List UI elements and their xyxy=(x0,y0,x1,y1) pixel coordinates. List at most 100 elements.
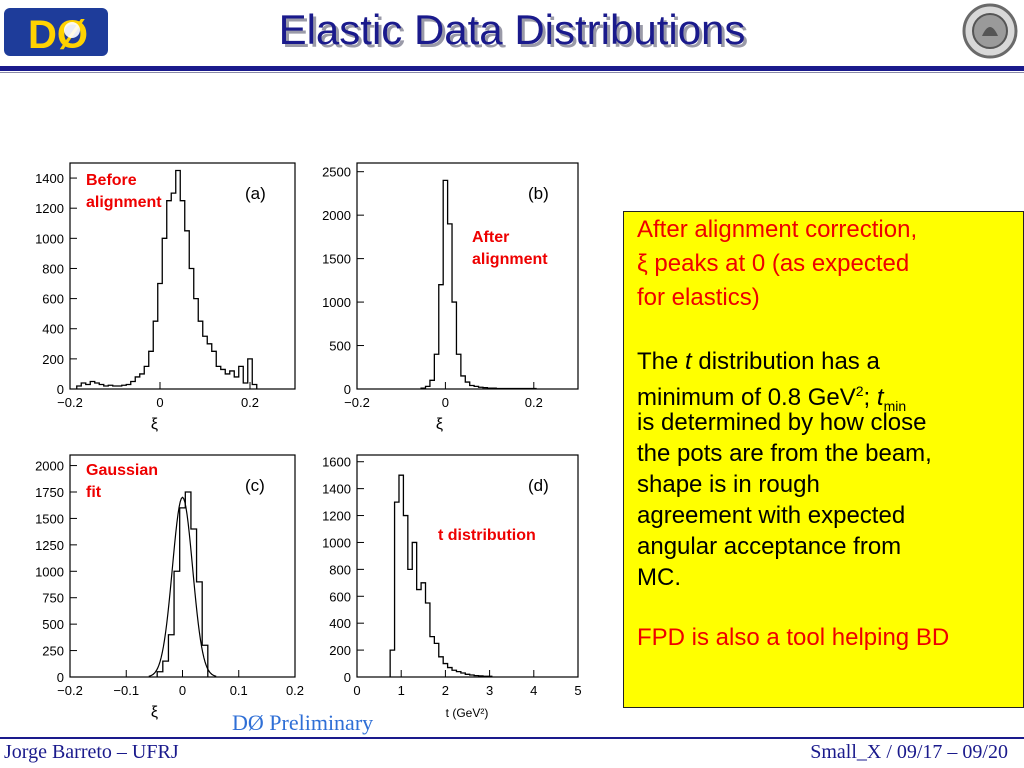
annotation-t-distribution: t distribution xyxy=(438,527,536,544)
y-tick-label: 800 xyxy=(329,562,351,577)
y-tick-label: 1750 xyxy=(35,485,64,500)
summary-line-12: FPD is also a tool helping BD xyxy=(637,624,950,651)
x-tick-label: −0.2 xyxy=(57,395,83,410)
summary-line-4-t: t xyxy=(685,348,692,375)
summary-line-5a: minimum of 0.8 GeV xyxy=(637,384,856,411)
d0-logo: DØ xyxy=(4,8,108,57)
summary-line-10: angular acceptance from xyxy=(637,533,902,560)
x-tick-label: −0.1 xyxy=(113,683,139,698)
y-tick-label: 1400 xyxy=(35,171,64,186)
summary-line-2-text: peaks at 0 (as expected xyxy=(647,250,910,277)
y-tick-label: 500 xyxy=(42,617,64,632)
y-tick-label: 600 xyxy=(42,292,64,307)
summary-box: After alignment correction, ξ peaks at 0… xyxy=(623,211,1024,708)
summary-line-3: for elastics) xyxy=(637,284,760,311)
summary-line-2: ξ peaks at 0 (as expected xyxy=(637,248,909,279)
summary-line-5: minimum of 0.8 GeV2; tmin xyxy=(637,376,906,422)
logo-background xyxy=(4,8,108,56)
preliminary-label: DØ Preliminary xyxy=(232,710,374,735)
x-tick-label: 0.2 xyxy=(525,395,543,410)
x-tick-label: 0.2 xyxy=(241,395,259,410)
xi-symbol: ξ xyxy=(637,250,648,277)
summary-line-1: After alignment correction, xyxy=(637,216,918,243)
x-tick-label: 0 xyxy=(156,395,163,410)
summary-line-5-sup: 2 xyxy=(855,383,864,399)
y-tick-label: 750 xyxy=(42,591,64,606)
y-tick-label: 0 xyxy=(344,382,351,397)
panel-label: (d) xyxy=(528,476,549,495)
x-tick-label: 2 xyxy=(442,683,449,698)
x-tick-label: 4 xyxy=(530,683,537,698)
panel-c: 0 250 500 750 1000 1250 1500 1750 2000 −0.2 −0.1 0 0… xyxy=(35,454,304,721)
logo-star-icon xyxy=(64,22,80,38)
y-tick-label: 250 xyxy=(42,644,64,659)
summary-line-4: The t distribution has a xyxy=(637,346,880,377)
seal-emblem xyxy=(982,27,998,36)
y-tick-label: 800 xyxy=(42,261,64,276)
y-tick-label: 2000 xyxy=(35,459,64,474)
y-tick-label: 1600 xyxy=(322,455,351,470)
summary-line-7: the pots are from the beam, xyxy=(637,440,932,467)
x-axis-label: ξ xyxy=(436,416,443,433)
x-tick-label: 0 xyxy=(442,395,449,410)
y-tick-label: 0 xyxy=(344,670,351,685)
x-tick-label: 0.2 xyxy=(286,683,304,698)
y-tick-label: 600 xyxy=(329,589,351,604)
y-tick-label: 200 xyxy=(42,352,64,367)
y-tick-label: 0 xyxy=(57,670,64,685)
x-tick-label: 0 xyxy=(179,683,186,698)
panel-label: (b) xyxy=(528,184,549,203)
seal-icon xyxy=(962,3,1018,59)
y-tick-label: 1500 xyxy=(322,252,351,267)
plot-frame xyxy=(69,162,296,390)
x-tick-label: −0.2 xyxy=(344,395,370,410)
histogram-series xyxy=(420,179,537,390)
page-title: Elastic Data Distributions xyxy=(278,6,746,53)
annotation-gaussian-fit: Gaussian fit xyxy=(86,462,159,501)
histogram-series xyxy=(389,474,493,677)
y-tick-label: 1000 xyxy=(35,564,64,579)
y-tick-label: 2500 xyxy=(322,165,351,180)
panel-d: 0 200 400 600 800 1000 1200 1400 1600 0 1 2 3 4 5 (d) t … xyxy=(322,454,582,720)
x-axis-label: t (GeV²) xyxy=(446,706,489,720)
y-tick-label: 200 xyxy=(329,643,351,658)
panel-label: (a) xyxy=(245,184,266,203)
histogram-series xyxy=(156,491,209,677)
x-axis-label: ξ xyxy=(151,704,158,721)
x-tick-label: 5 xyxy=(574,683,581,698)
summary-line-8: shape is in rough xyxy=(637,471,820,498)
annotation-before-alignment: Before alignment xyxy=(86,172,162,211)
y-tick-label: 400 xyxy=(42,322,64,337)
summary-line-4a: The xyxy=(637,348,686,375)
y-tick-label: 1250 xyxy=(35,538,64,553)
panel-label: (c) xyxy=(245,476,265,495)
y-tick-label: 1000 xyxy=(35,231,64,246)
y-tick-label: 500 xyxy=(329,339,351,354)
y-tick-label: 1000 xyxy=(322,295,351,310)
plot-frame xyxy=(356,454,579,678)
summary-line-9: agreement with expected xyxy=(637,502,906,529)
summary-line-11: MC. xyxy=(637,564,681,591)
title-divider xyxy=(0,66,1024,71)
plot-frame xyxy=(356,162,579,390)
annotation-after-alignment: After alignment xyxy=(472,229,548,268)
x-tick-label: 0.1 xyxy=(230,683,248,698)
summary-line-4b: distribution has a xyxy=(691,348,880,375)
y-tick-label: 1200 xyxy=(35,201,64,216)
footer-divider xyxy=(0,737,1024,739)
y-tick-label: 2000 xyxy=(322,208,351,223)
title-divider-shadow xyxy=(0,72,1024,73)
histogram-series xyxy=(76,169,258,389)
summary-line-5-t: t xyxy=(876,384,884,411)
summary-line-6: is determined by how close xyxy=(637,409,927,436)
x-axis-label: ξ xyxy=(151,416,158,433)
footer-author: Jorge Barreto – UFRJ xyxy=(4,741,179,763)
y-tick-label: 1500 xyxy=(35,511,64,526)
y-tick-label: 1200 xyxy=(322,509,351,524)
y-tick-label: 1400 xyxy=(322,482,351,497)
y-tick-label: 400 xyxy=(329,616,351,631)
summary-line-5-sub: min xyxy=(883,397,907,414)
